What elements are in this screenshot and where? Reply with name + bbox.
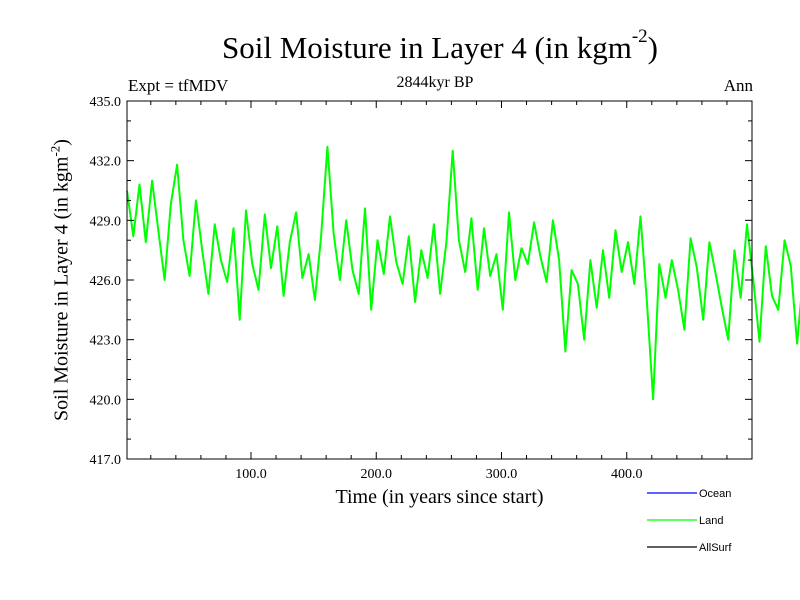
y-tick-label: 417.0 xyxy=(90,453,122,468)
y-tick-label: 429.0 xyxy=(90,214,122,229)
x-tick-label: 400.0 xyxy=(611,467,643,482)
x-tick-label: 200.0 xyxy=(360,467,392,482)
y-tick-label: 420.0 xyxy=(90,393,122,408)
season-label: Ann xyxy=(723,76,753,95)
x-axis-label: Time (in years since start) xyxy=(335,486,544,508)
series-line-land xyxy=(126,145,800,401)
experiment-label: Expt = tfMDV xyxy=(128,76,229,95)
y-tick-label: 426.0 xyxy=(90,274,122,289)
x-tick-label: 300.0 xyxy=(486,467,518,482)
plot-area xyxy=(126,100,800,460)
legend-label-allsurf: AllSurf xyxy=(699,542,732,554)
y-tick-label: 435.0 xyxy=(90,95,122,110)
axis-ticks: 417.0 420.0 423.0 426.0 429.0 432.0 435.0 100.0… xyxy=(90,95,752,482)
legend-label-ocean: Ocean xyxy=(699,488,731,500)
y-tick-label: 423.0 xyxy=(90,334,122,349)
chart-subtitle: 2844kyr BP xyxy=(396,74,474,91)
legend: Ocean Land AllSurf xyxy=(647,488,732,554)
x-tick-label: 100.0 xyxy=(235,467,267,482)
legend-label-land: Land xyxy=(699,515,723,527)
chart-title: Soil Moisture in Layer 4 (in kgm-2) xyxy=(222,26,658,65)
y-tick-label: 432.0 xyxy=(90,155,122,170)
